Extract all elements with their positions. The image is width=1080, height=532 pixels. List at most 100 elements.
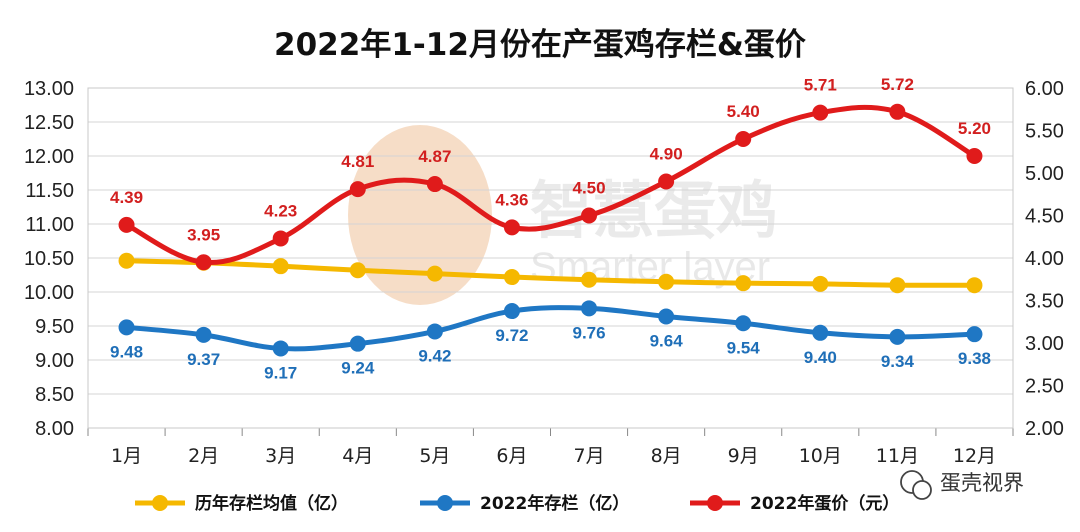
watermark-egg-logo	[348, 125, 492, 305]
left-tick-label: 13.00	[24, 78, 74, 100]
data-label-price: 4.87	[418, 147, 451, 166]
x-tick-label: 1月	[111, 445, 142, 467]
point-stock	[812, 324, 829, 341]
point-price	[118, 216, 135, 233]
data-label-stock: 9.72	[495, 326, 528, 345]
right-tick-label: 4.00	[1025, 248, 1064, 270]
legend-label: 2022年存栏（亿）	[480, 493, 629, 514]
brand-mark: 蛋壳视界	[900, 470, 1024, 500]
series-avg	[118, 252, 983, 294]
point-price	[426, 176, 443, 193]
series-line-stock	[124, 305, 977, 352]
data-label-stock: 9.40	[804, 348, 837, 367]
x-tick-label: 2月	[188, 445, 219, 467]
point-price	[581, 207, 598, 224]
point-price	[735, 131, 752, 147]
legend-swatch-marker	[437, 495, 453, 511]
x-tick-label: 8月	[651, 445, 682, 467]
left-tick-label: 12.50	[24, 112, 74, 134]
legend: 历年存栏均值（亿） 2022年存栏（亿） 2022年蛋价（元）	[135, 493, 899, 514]
plot-area-frame	[87, 87, 1014, 429]
x-tick-label: 5月	[419, 445, 450, 467]
point-stock	[118, 319, 135, 336]
data-label-price: 5.40	[727, 102, 760, 121]
point-avg	[812, 275, 829, 292]
data-label-stock: 9.37	[187, 350, 220, 369]
point-stock	[195, 326, 212, 343]
left-tick-label: 11.50	[25, 180, 74, 202]
point-stock	[889, 328, 906, 345]
legend-label: 2022年蛋价（元）	[750, 493, 899, 514]
data-label-stock: 9.76	[572, 323, 605, 342]
point-price	[658, 173, 675, 190]
wechat-icon	[900, 470, 932, 500]
point-avg	[889, 277, 906, 294]
legend-label: 历年存栏均值（亿）	[195, 493, 348, 514]
point-price	[195, 254, 212, 271]
point-stock	[426, 323, 443, 340]
point-price	[812, 104, 829, 121]
point-avg	[581, 271, 598, 288]
data-labels: 9.48 9.37 9.17 9.24 9.42 9.72 9.76 9.64 9.54 9.40…	[110, 75, 991, 383]
data-label-stock: 9.34	[881, 352, 915, 371]
point-stock	[966, 326, 983, 343]
series-layer	[118, 103, 983, 357]
point-stock	[349, 335, 366, 352]
left-tick-label: 10.50	[24, 248, 74, 270]
data-label-price: 4.23	[264, 201, 297, 220]
x-tick-label: 4月	[342, 445, 373, 467]
right-tick-label: 4.50	[1025, 206, 1064, 228]
left-tick-label: 11.00	[25, 214, 74, 236]
left-tick-label: 9.50	[35, 316, 74, 338]
point-price	[349, 181, 366, 198]
right-tick-label: 2.50	[1025, 376, 1064, 398]
point-stock	[735, 315, 752, 332]
data-label-price: 4.39	[110, 188, 143, 207]
point-price	[503, 219, 520, 236]
left-tick-label: 8.50	[35, 384, 74, 406]
right-tick-label: 2.00	[1025, 418, 1064, 440]
point-avg	[426, 265, 443, 282]
x-tick-label: 10月	[799, 445, 842, 467]
point-avg	[658, 273, 675, 290]
right-axis: 2.00 2.50 3.00 3.50 4.00 4.50 5.00 5.50 6.00	[1025, 78, 1064, 440]
left-tick-label: 12.00	[24, 146, 74, 168]
legend-item-price: 2022年蛋价（元）	[690, 493, 899, 514]
x-tick-label: 6月	[496, 445, 527, 467]
data-label-price: 4.81	[341, 152, 374, 171]
point-price	[272, 230, 289, 247]
right-tick-label: 6.00	[1025, 78, 1064, 100]
left-tick-label: 9.00	[35, 350, 74, 372]
left-tick-label: 10.00	[24, 282, 74, 304]
data-label-stock: 9.17	[264, 363, 297, 382]
point-stock	[272, 340, 289, 357]
legend-swatch-marker	[707, 495, 723, 511]
left-axis: 8.00 8.50 9.00 9.50 10.00 10.50 11.00 11.50 12.0…	[24, 78, 74, 440]
x-tick-label: 7月	[573, 445, 604, 467]
legend-item-stock: 2022年存栏（亿）	[420, 493, 629, 514]
point-avg	[349, 262, 366, 279]
x-axis: 1月 2月 3月 4月 5月 6月 7月 8月 9月 10月 11月 12月	[111, 445, 996, 467]
data-label-stock: 9.54	[727, 338, 761, 357]
point-avg	[735, 275, 752, 292]
data-label-price: 4.50	[572, 179, 605, 198]
series-stock	[118, 300, 983, 357]
point-avg	[966, 277, 983, 294]
point-avg	[118, 252, 135, 269]
right-tick-label: 3.50	[1025, 291, 1064, 313]
watermark: 智慧蛋鸡 Smarter layer	[348, 125, 778, 305]
legend-item-avg: 历年存栏均值（亿）	[135, 493, 348, 514]
data-label-price: 3.95	[187, 225, 220, 244]
right-tick-label: 5.00	[1025, 163, 1064, 185]
x-tick-label: 3月	[265, 445, 296, 467]
data-label-price: 5.20	[958, 119, 991, 138]
point-stock	[503, 303, 520, 320]
chart-title: 2022年1-12月份在产蛋鸡存栏&蛋价	[274, 27, 806, 63]
data-label-price: 4.90	[650, 145, 683, 164]
point-avg	[272, 258, 289, 275]
data-label-stock: 9.64	[650, 331, 684, 350]
data-label-stock: 9.42	[418, 346, 451, 365]
data-label-price: 4.36	[495, 190, 528, 209]
brand-label: 蛋壳视界	[940, 471, 1024, 495]
